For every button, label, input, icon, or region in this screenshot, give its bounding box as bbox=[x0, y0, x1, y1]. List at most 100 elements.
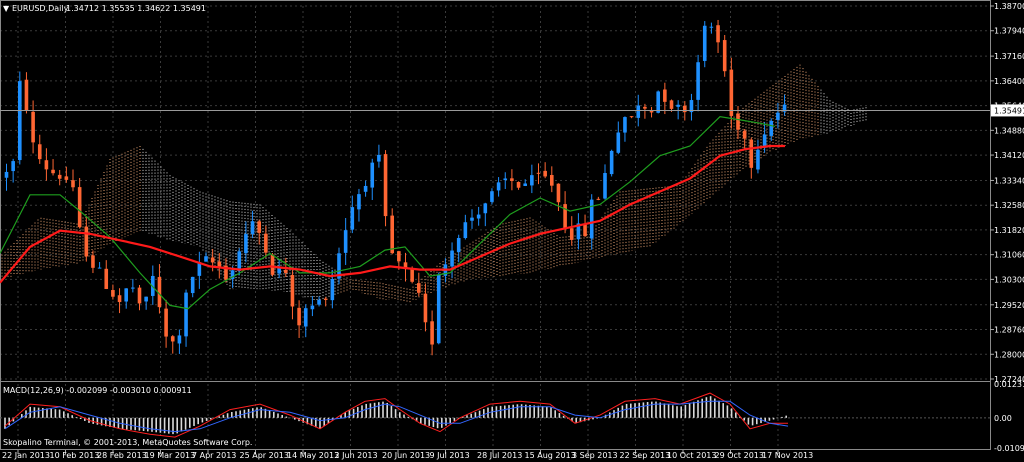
x-tick-label: 17 Nov 2013 bbox=[762, 451, 813, 460]
candle-down bbox=[722, 40, 727, 72]
candle-down bbox=[716, 25, 720, 43]
candle-down bbox=[210, 257, 215, 263]
candle-up bbox=[131, 287, 135, 289]
macd-signal-line bbox=[4, 400, 789, 433]
candle-up bbox=[330, 279, 335, 301]
candle-down bbox=[649, 111, 654, 113]
x-tick-label: 25 Apr 2013 bbox=[240, 451, 289, 460]
candle-down bbox=[297, 307, 301, 326]
x-tick-label: 22 Jan 2013 bbox=[2, 451, 50, 460]
candle-down bbox=[217, 261, 222, 267]
x-tick-label: 29 Oct 2013 bbox=[715, 451, 764, 460]
candle-up bbox=[4, 171, 9, 178]
candle-up bbox=[11, 161, 15, 172]
x-tick-label: 28 Feb 2013 bbox=[97, 451, 147, 460]
candle-up bbox=[623, 117, 627, 133]
candle-up bbox=[782, 104, 787, 112]
candle-up bbox=[177, 335, 182, 344]
candle-up bbox=[523, 183, 527, 186]
candle-down bbox=[164, 308, 168, 337]
ohlc-label: 1.34712 1.35535 1.34622 1.35491 bbox=[66, 4, 206, 13]
candle-up bbox=[144, 296, 148, 302]
candle-up bbox=[310, 305, 315, 310]
macd-line bbox=[4, 392, 788, 438]
candle-up bbox=[503, 178, 508, 181]
x-tick-label: 2 Jun 2013 bbox=[335, 451, 378, 460]
candle-up bbox=[277, 268, 281, 274]
candle-down bbox=[536, 172, 541, 174]
candle-down bbox=[516, 181, 521, 188]
candle-up bbox=[616, 132, 621, 153]
candle-up bbox=[244, 234, 248, 254]
y-tick-label: 1.37940 bbox=[994, 27, 1024, 36]
candle-up bbox=[124, 288, 128, 302]
candle-down bbox=[224, 265, 228, 280]
candle-down bbox=[111, 290, 115, 297]
candle-down bbox=[104, 268, 109, 289]
candle-up bbox=[377, 154, 381, 162]
candle-down bbox=[736, 113, 740, 130]
candle-up bbox=[357, 194, 361, 210]
current-price-label: 1.35491 bbox=[994, 106, 1024, 115]
x-tick-label: 19 Mar 2013 bbox=[145, 451, 196, 460]
candle-up bbox=[250, 221, 255, 234]
candle-up bbox=[97, 267, 102, 269]
candle-up bbox=[470, 217, 474, 221]
candle-up bbox=[317, 299, 321, 305]
macd-y-tick-label: 0.00 bbox=[994, 414, 1012, 423]
x-tick-label: 9 Jul 2013 bbox=[430, 451, 470, 460]
candle-up bbox=[696, 62, 700, 100]
candle-down bbox=[397, 251, 401, 262]
candle-down bbox=[290, 274, 295, 307]
x-tick-label: 7 Apr 2013 bbox=[192, 451, 236, 460]
candle-up bbox=[184, 292, 188, 337]
candle-up bbox=[530, 175, 534, 186]
symbol-menu-icon[interactable]: ▼ bbox=[3, 4, 10, 13]
candle-down bbox=[663, 89, 667, 102]
x-tick-label: 10 Feb 2013 bbox=[50, 451, 100, 460]
moving-average-slow bbox=[0, 144, 785, 284]
candlesticks bbox=[4, 19, 787, 356]
y-tick-label: 1.27240 bbox=[994, 375, 1024, 384]
y-tick-label: 1.33340 bbox=[994, 176, 1024, 185]
y-tick-label: 1.34880 bbox=[994, 126, 1024, 135]
candle-down bbox=[71, 180, 75, 188]
macd-pane bbox=[0, 392, 990, 438]
y-tick-label: 1.31060 bbox=[994, 251, 1024, 260]
candle-up bbox=[476, 214, 481, 219]
candle-up bbox=[18, 81, 22, 161]
candle-up bbox=[776, 112, 780, 120]
candle-down bbox=[44, 160, 49, 170]
symbol-label: EURUSD,Daily bbox=[12, 4, 69, 13]
y-tick-label: 1.32580 bbox=[994, 201, 1024, 210]
candle-up bbox=[237, 251, 242, 272]
y-tick-label: 1.38700 bbox=[994, 2, 1024, 11]
y-tick-label: 1.34120 bbox=[994, 151, 1024, 160]
candle-down bbox=[643, 106, 647, 109]
candle-up bbox=[303, 308, 308, 327]
current-price-box bbox=[991, 104, 1024, 117]
candle-down bbox=[137, 287, 142, 304]
price-grid bbox=[0, 0, 991, 450]
y-tick-label: 1.31820 bbox=[994, 226, 1024, 235]
candle-down bbox=[543, 170, 547, 177]
copyright-label: Skopalino Terminal, © 2001-2013, MetaQuo… bbox=[3, 438, 252, 447]
candle-down bbox=[563, 204, 567, 228]
y-tick-label: 1.30300 bbox=[994, 275, 1024, 284]
candle-up bbox=[689, 100, 694, 113]
candle-down bbox=[170, 336, 175, 342]
candle-up bbox=[350, 207, 355, 230]
candle-down bbox=[550, 175, 554, 186]
candle-down bbox=[37, 144, 42, 160]
candle-down bbox=[430, 321, 434, 345]
candle-down bbox=[669, 100, 674, 109]
candle-up bbox=[490, 191, 494, 202]
candle-down bbox=[742, 130, 747, 139]
candle-down bbox=[284, 269, 288, 273]
candle-up bbox=[363, 185, 368, 192]
candle-up bbox=[436, 274, 441, 344]
y-tick-label: 1.28760 bbox=[994, 326, 1024, 335]
candle-up bbox=[709, 26, 714, 28]
candle-down bbox=[423, 293, 428, 323]
